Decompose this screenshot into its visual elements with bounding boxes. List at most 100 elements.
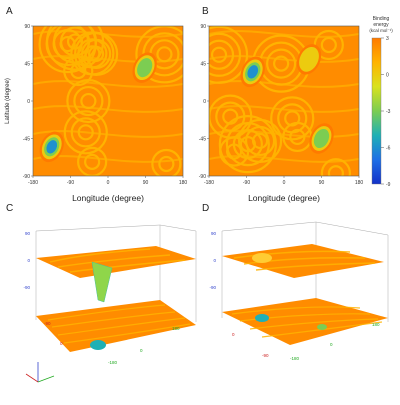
d-base-contour-3 [249,318,379,330]
y-tick-label: 45 [24,62,30,68]
map-band-ring [266,48,297,79]
colorbar-tick-label: 3 [386,36,389,42]
map-band-ring [63,110,108,155]
map-band-wave [209,80,359,88]
c-base-tick-green-2: 0 [140,348,143,353]
x-axis-label-a: Longitude (degree) [72,193,144,203]
map-band-ring [209,32,242,77]
x-axis-label-b: Longitude (degree) [248,193,320,203]
map-band-ring [327,165,344,176]
heatmap-b-hotspots [240,44,334,154]
c-base-tick-green-1: 180 [172,326,180,331]
c-frame-top-back [35,224,161,232]
map-band-wave [209,105,359,113]
x-tick-label: -90 [243,180,250,186]
c-base-contour-1 [47,304,166,321]
colorbar-title-3: (kcal mol⁻¹) [369,28,393,33]
map-band-ring [84,153,101,170]
d-frame-top-right [315,221,389,236]
y-tick-label: 0 [203,99,206,105]
d-base-contour-2 [239,313,371,322]
y-tick-label: 90 [200,24,206,30]
d-base-tick-red-2: 0 [232,332,235,337]
y-tick-label: -90 [199,174,206,180]
y-tick-label: 90 [24,24,30,30]
d-frame-top-back [221,221,317,232]
colorbar-tick-label: -6 [386,146,391,152]
colorbar-ticks: 3 0 -3 -6 -9 [381,36,391,188]
surface-3d-d-base-hotspot-1 [255,314,269,322]
panel-label-c: C [6,203,13,214]
map-band-wave [33,105,183,113]
map-band-ring [151,148,182,176]
map-band-ring [251,132,269,150]
panel-label-d: D [202,203,209,214]
c-z-tick-2: 0 [27,258,30,263]
d-top-contour-3 [255,262,376,271]
orientation-axis-y [37,375,55,383]
heatmap-b-pattern [209,26,359,176]
d-base-contour-1 [231,306,361,315]
x-tick-label: 0 [283,180,286,186]
surface-3d-d-top-texture [233,250,376,271]
x-tick-label: -180 [204,180,214,186]
y-tick-label: -45 [23,137,30,143]
c-base-tick-red-1: -90 [44,321,51,326]
c-z-tick-1: 90 [25,231,31,236]
map-band-ring [158,155,175,173]
orientation-axis-x [25,373,39,383]
map-band-ring [237,118,283,164]
c-base-contour-3 [57,317,186,336]
y-tick-label: 0 [27,99,30,105]
colorbar-title-1: Binding [373,16,390,22]
d-z-tick-2: 0 [213,258,216,263]
panel-label-b: B [202,6,209,17]
colorbar-tick-label: -3 [386,109,391,115]
map-band-ring [222,108,239,125]
surface-3d-d-top-hotspot [252,253,272,263]
map-band-ring [210,46,228,63]
orientation-axes-icon [25,362,55,383]
map-band-ring [320,36,337,54]
map-band-wave [209,55,359,63]
map-band-ring [270,96,315,141]
d-top-contour-2 [243,257,366,265]
heatmap-a-hotspots [39,52,157,163]
x-tick-label: 90 [143,180,149,186]
d-z-tick-3: -90 [209,285,216,290]
map-band-ring [244,125,276,157]
surface-3d-d: 90 0 -90 -90 0 180 0 -180 [209,221,389,361]
map-band-wave [209,30,359,38]
surface-3d-d-top-plane [222,244,384,278]
map-hotspot [137,58,153,78]
colorbar-title-2: energy [373,22,389,28]
d-base-tick-green-1: 180 [372,322,380,327]
c-base-contour-2 [51,311,176,328]
map-band-ring [73,85,104,117]
map-band-wave [33,130,183,138]
y-tick-label: 45 [200,62,206,68]
colorbar: Binding energy (kcal mol⁻¹) 3 0 -3 -6 -9 [369,16,393,188]
map-hotspot [46,140,58,154]
surface-3d-c-top-texture [49,248,186,273]
map-band-wave [33,30,183,38]
c-top-contour-3 [69,259,186,273]
y-tick-label: -45 [199,137,206,143]
panel-label-a: A [6,6,13,17]
surface-3d-c-base-hotspot [90,340,106,350]
d-base-tick-green-2: 0 [330,342,333,347]
map-band-ring [273,55,290,72]
x-tick-label: 180 [179,180,188,186]
map-band-ring [81,38,112,70]
map-band-ring [320,158,351,176]
colorbar-tick-label: -9 [386,182,391,188]
c-top-contour-2 [57,254,171,268]
map-band-wave [33,80,183,88]
map-hotspot [313,128,330,149]
d-z-tick-1: 90 [211,231,217,236]
